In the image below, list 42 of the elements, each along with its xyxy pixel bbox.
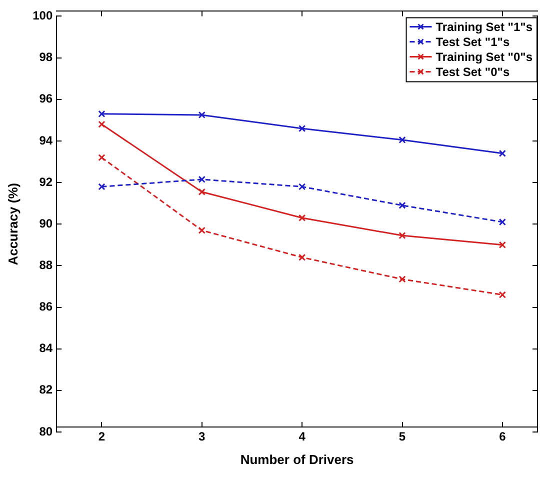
point — [298, 254, 306, 261]
point — [198, 188, 206, 196]
point — [298, 183, 306, 190]
x-tick-label: 3 — [198, 430, 206, 444]
y-tick-label: 90 — [39, 216, 53, 230]
point — [98, 110, 106, 118]
point — [498, 150, 506, 157]
y-tick-label: 92 — [39, 174, 53, 189]
x-tick-label: 6 — [499, 430, 506, 444]
x-axis-title: Number of Drivers — [240, 452, 354, 467]
point — [398, 136, 406, 144]
y-tick-label: 80 — [39, 424, 53, 438]
point — [498, 291, 506, 298]
point — [298, 124, 306, 132]
point — [398, 232, 406, 240]
point — [498, 218, 506, 226]
point — [498, 241, 506, 248]
legend-label: Training Set "1"s — [436, 20, 533, 34]
y-tick-label: 96 — [39, 92, 53, 106]
x-tick-label: 2 — [98, 430, 106, 444]
y-tick-label: 82 — [39, 382, 53, 397]
point — [198, 176, 206, 183]
point — [198, 111, 206, 119]
point — [198, 226, 206, 234]
point — [398, 276, 406, 283]
y-tick-label: 94 — [39, 133, 53, 148]
point — [398, 202, 406, 209]
legend-label: Training Set "0"s — [436, 50, 533, 64]
x-tick-label: 5 — [398, 430, 406, 444]
y-axis-title: Accuracy (%) — [5, 182, 20, 266]
point — [298, 214, 306, 222]
y-tick-label: 100 — [32, 8, 53, 23]
point — [98, 120, 106, 128]
x-tick-label: 4 — [298, 430, 306, 444]
legend-label: Test Set "1"s — [436, 35, 510, 50]
y-tick-label: 88 — [39, 258, 53, 272]
y-tick-label: 86 — [39, 300, 53, 314]
point — [98, 154, 106, 162]
legend-label: Test Set "0"s — [436, 65, 510, 80]
point — [98, 183, 106, 190]
y-tick-label: 98 — [39, 50, 53, 64]
y-tick-label: 84 — [39, 341, 53, 356]
